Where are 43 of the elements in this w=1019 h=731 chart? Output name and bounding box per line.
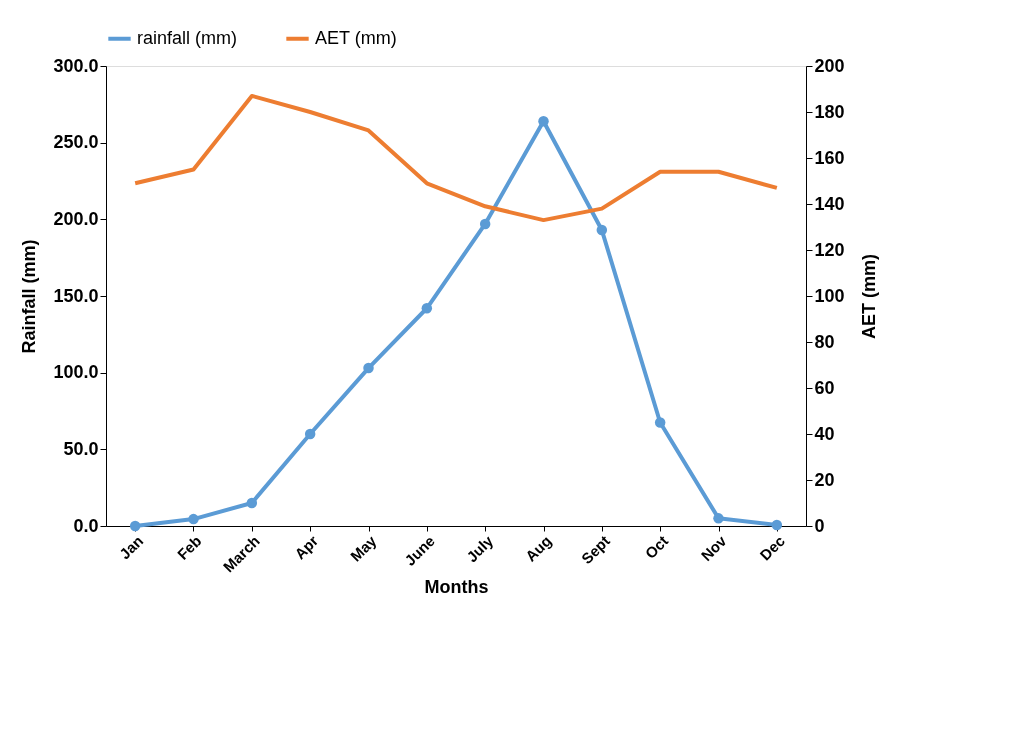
point (654, 417, 666, 428)
point (363, 362, 374, 374)
y2-tick-label: 160 (814, 147, 845, 168)
x-tick-label: Jan (115, 532, 147, 563)
x-tick-label: Nov (697, 531, 731, 565)
x-tick-label: Oct (641, 532, 672, 562)
legend-label: rainfall (mm) (137, 27, 238, 48)
point (538, 115, 549, 127)
point (596, 224, 608, 236)
point (479, 218, 491, 230)
y2-axis-title: AET (mm) (858, 254, 879, 339)
x-tick-label: Aug (521, 532, 555, 565)
y2-tick-label: 20 (814, 469, 835, 490)
point (713, 513, 724, 524)
line-series (133, 93, 779, 223)
legend-label: AET (mm) (315, 27, 397, 48)
point (304, 428, 316, 440)
point (129, 520, 141, 532)
point (246, 497, 258, 509)
y2-tick-label: 200 (814, 55, 845, 76)
y-axis-title: Rainfall (mm) (19, 239, 40, 354)
point (421, 303, 433, 314)
point (188, 513, 199, 525)
x-tick-label: Dec (756, 532, 788, 564)
y-tick-label: 250.0 (53, 132, 99, 153)
y-tick-label: 150.0 (53, 285, 99, 306)
y-tick-label: 50.0 (63, 438, 99, 459)
y-tick-label: 100.0 (53, 362, 99, 383)
x-axis-title: Months (424, 577, 489, 598)
y2-tick-label: 100 (814, 285, 845, 306)
y2-tick-label: 120 (814, 239, 845, 260)
y2-tick-label: 180 (814, 101, 845, 122)
x-tick-label: Apr (290, 531, 322, 563)
y2-tick-label: 40 (814, 423, 835, 444)
y2-tick-label: 140 (814, 193, 845, 214)
y-tick-label: 200.0 (53, 208, 99, 229)
x-tick-label: Feb (173, 532, 205, 563)
y-tick-label: 300.0 (53, 55, 99, 76)
y2-tick-label: 0 (814, 515, 825, 536)
y2-tick-label: 80 (814, 331, 835, 352)
y-tick-label: 0.0 (73, 515, 99, 536)
point (771, 519, 783, 531)
y2-tick-label: 60 (814, 377, 835, 398)
